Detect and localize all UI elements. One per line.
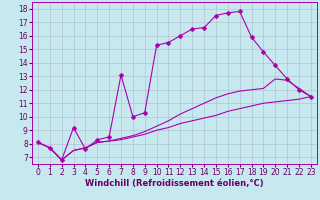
X-axis label: Windchill (Refroidissement éolien,°C): Windchill (Refroidissement éolien,°C) <box>85 179 264 188</box>
